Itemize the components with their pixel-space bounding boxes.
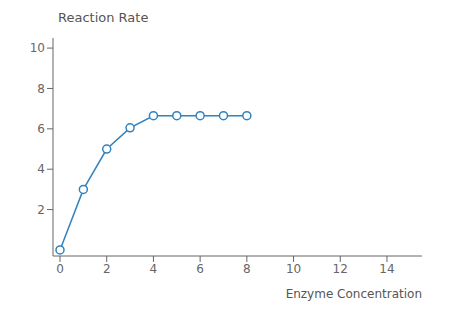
svg-text:10: 10 xyxy=(30,41,45,55)
svg-text:8: 8 xyxy=(37,82,45,96)
svg-text:10: 10 xyxy=(286,262,301,276)
svg-text:6: 6 xyxy=(37,122,45,136)
svg-text:6: 6 xyxy=(196,262,204,276)
svg-text:8: 8 xyxy=(243,262,251,276)
svg-text:2: 2 xyxy=(37,203,45,217)
svg-text:12: 12 xyxy=(333,262,348,276)
svg-text:2: 2 xyxy=(103,262,111,276)
svg-text:4: 4 xyxy=(150,262,158,276)
html-text:Reaction Rate: Reaction Rate xyxy=(58,10,149,25)
svg-text:0: 0 xyxy=(56,262,64,276)
svg-text:4: 4 xyxy=(37,162,45,176)
svg-text:Enzyme Concentration: Enzyme Concentration xyxy=(286,287,422,301)
svg-text:14: 14 xyxy=(379,262,394,276)
